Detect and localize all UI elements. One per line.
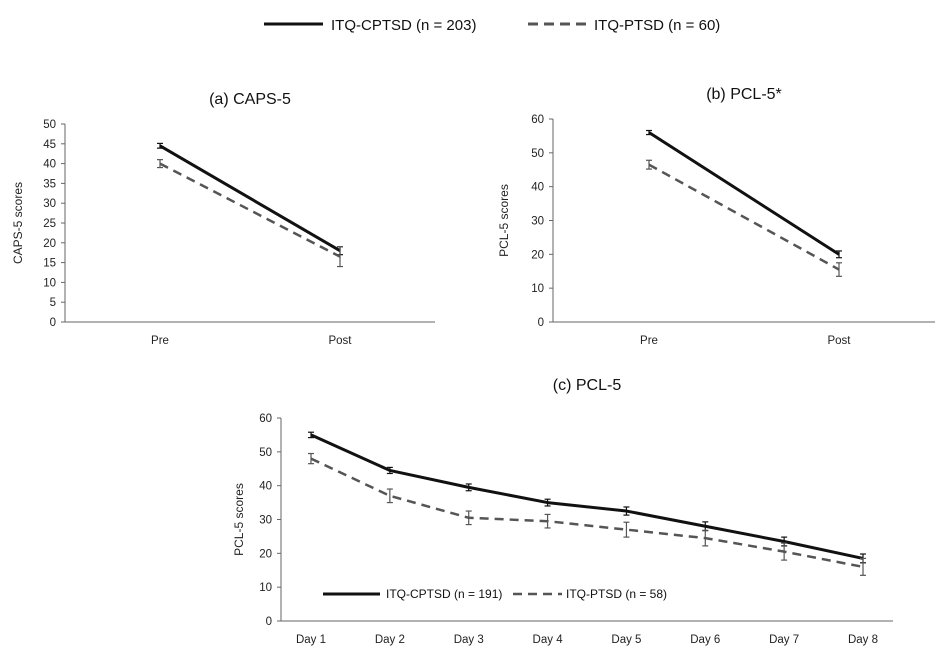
legend-solid-label: ITQ-CPTSD (n = 191) [386, 587, 502, 601]
chart-title: (a) CAPS-5 [209, 91, 291, 108]
series-line-dashed [310, 457, 864, 569]
y-tick-label: 50 [259, 447, 272, 459]
y-axis-label: PCL-5 scores [232, 483, 246, 556]
chart-title: (c) PCL-5 [553, 377, 622, 394]
y-axis-label: CAPS-5 scores [11, 182, 25, 264]
top-legend: ITQ-CPTSD (n = 203) ITQ-PTSD (n = 60) [264, 17, 720, 34]
x-tick-label: Day 6 [690, 634, 720, 646]
series-line-solid [159, 144, 341, 253]
y-tick-label: 10 [43, 277, 56, 289]
y-tick-label: 50 [531, 148, 544, 160]
x-tick-label: Post [328, 335, 352, 347]
y-tick-label: 45 [43, 139, 56, 151]
x-tick-label: Post [827, 335, 851, 347]
y-tick-label: 20 [259, 548, 272, 560]
x-tick-label: Day 8 [848, 634, 878, 646]
x-tick-label: Day 3 [454, 634, 484, 646]
series-line-dashed [159, 162, 341, 258]
y-tick-label: 15 [43, 258, 56, 270]
x-tick-label: Pre [640, 335, 658, 347]
series-line-solid [648, 131, 840, 256]
y-tick-label: 10 [531, 283, 544, 295]
y-tick-label: 35 [43, 178, 56, 190]
x-tick-label: Day 1 [296, 634, 326, 646]
chart-a-caps5: (a) CAPS-5 0 5 10 15 20 25 30 35 40 45 50 Pre Post CAP… [11, 91, 435, 347]
chart-c-pcl5-daily: (c) PCL-5 0 10 20 30 40 50 60 Day 1 Day 2 Day 3 Day… [232, 377, 893, 646]
series-line-solid [310, 433, 864, 560]
x-tick-label: Day 4 [533, 634, 564, 646]
chart-b-pcl5-star: (b) PCL-5* 0 10 20 30 40 50 60 Pre Post PCL-5 scor… [497, 86, 935, 347]
y-tick-label: 0 [50, 317, 56, 329]
x-tick-label: Day 2 [375, 634, 405, 646]
x-tick-label: Day 5 [611, 634, 641, 646]
legend-dashed-label: ITQ-PTSD (n = 60) [594, 17, 720, 34]
y-axis-label: PCL-5 scores [497, 184, 511, 257]
y-tick-label: 40 [259, 481, 272, 493]
legend-dashed-label: ITQ-PTSD (n = 58) [566, 587, 667, 601]
y-tick-label: 5 [50, 297, 56, 309]
series-line-dashed [648, 163, 840, 271]
legend-solid-label: ITQ-CPTSD (n = 203) [331, 17, 476, 34]
y-tick-label: 25 [43, 218, 56, 230]
y-tick-label: 40 [43, 159, 56, 171]
y-tick-label: 20 [43, 238, 56, 250]
y-tick-label: 30 [531, 216, 544, 228]
y-tick-label: 10 [259, 582, 272, 594]
y-tick-label: 0 [266, 616, 272, 628]
y-tick-label: 40 [531, 182, 544, 194]
y-tick-label: 60 [259, 413, 272, 425]
y-tick-label: 50 [43, 119, 56, 131]
x-tick-label: Day 7 [769, 634, 799, 646]
x-tick-label: Pre [151, 335, 169, 347]
y-tick-label: 30 [43, 198, 56, 210]
y-tick-label: 20 [531, 249, 544, 261]
chart-title: (b) PCL-5* [706, 86, 782, 103]
y-tick-label: 30 [259, 515, 272, 527]
y-tick-label: 0 [538, 317, 544, 329]
y-tick-label: 60 [531, 114, 544, 126]
